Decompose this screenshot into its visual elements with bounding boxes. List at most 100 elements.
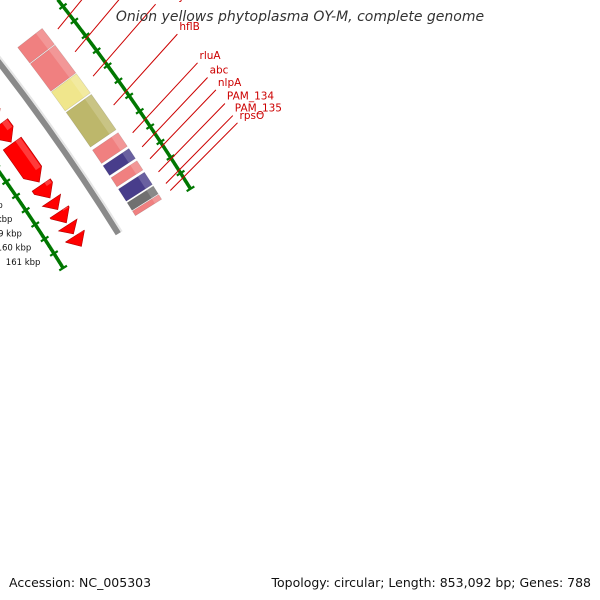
outer-tick bbox=[65, 10, 70, 15]
outer-tick bbox=[164, 149, 169, 154]
gene-label: rpsO bbox=[240, 110, 265, 122]
outer-tick bbox=[166, 152, 171, 157]
outer-tick bbox=[173, 163, 178, 168]
outer-tick bbox=[59, 2, 64, 7]
outer-tick bbox=[74, 22, 79, 26]
outer-tick bbox=[68, 14, 74, 19]
inner-tick bbox=[34, 224, 39, 228]
gene-band[interactable] bbox=[132, 194, 163, 217]
inner-tick bbox=[49, 250, 59, 257]
inner-tick bbox=[18, 201, 23, 205]
gene-leader-line bbox=[169, 122, 238, 191]
outer-tick bbox=[170, 158, 175, 163]
inner-tick bbox=[41, 235, 46, 240]
inner-tick bbox=[8, 185, 13, 190]
inner-tick bbox=[1, 175, 6, 180]
outer-tick bbox=[107, 66, 112, 71]
kbp-label: 158 kbp bbox=[0, 215, 12, 225]
outer-tick bbox=[113, 74, 118, 79]
gene-band-shade bbox=[84, 94, 117, 135]
outer-tick bbox=[112, 72, 117, 77]
inner-tick bbox=[40, 234, 45, 238]
gene-label: nlpA bbox=[218, 77, 242, 89]
outer-tick bbox=[179, 172, 184, 177]
inner-tick bbox=[57, 260, 62, 265]
gene-band[interactable] bbox=[110, 160, 144, 188]
inner-tick bbox=[30, 218, 35, 223]
outer-tick bbox=[58, 2, 68, 10]
gene-band-shade bbox=[69, 73, 91, 98]
gene-band[interactable] bbox=[17, 28, 55, 64]
kbp-label: 161 kbp bbox=[6, 258, 41, 268]
inner-tick bbox=[17, 199, 22, 204]
outer-tick bbox=[167, 154, 172, 158]
inner-tick bbox=[47, 244, 52, 249]
inner-tick bbox=[59, 263, 64, 267]
gene-band[interactable] bbox=[126, 185, 159, 211]
inner-tick bbox=[25, 211, 30, 215]
outer-tick bbox=[161, 144, 166, 149]
outer-tick bbox=[92, 45, 97, 50]
outer-tick bbox=[81, 30, 86, 35]
orf-arrow bbox=[65, 229, 85, 247]
outer-tick bbox=[99, 54, 104, 59]
gene-leader-line bbox=[149, 89, 217, 160]
outer-tick bbox=[114, 77, 123, 85]
outer-tick bbox=[135, 107, 145, 115]
outer-tick bbox=[145, 123, 155, 130]
kbp-labels: 150 kbp151 kbp152 kbp153 kbp154 kbp155 k… bbox=[0, 201, 41, 268]
gene-band[interactable] bbox=[29, 44, 77, 92]
outer-tick bbox=[185, 182, 190, 186]
inner-tick bbox=[31, 219, 36, 224]
inner-tick bbox=[58, 261, 63, 266]
outer-tick bbox=[139, 112, 144, 117]
inner-tick bbox=[46, 242, 51, 247]
inner-tick bbox=[26, 212, 31, 217]
kbp-label: 160 kbp bbox=[0, 244, 31, 254]
inner-tick bbox=[22, 206, 27, 211]
genome-backbone bbox=[0, 55, 123, 236]
inner-tick bbox=[0, 171, 3, 175]
gene-band[interactable] bbox=[50, 73, 91, 112]
gene-band[interactable] bbox=[102, 148, 136, 176]
gene-leader-line bbox=[165, 115, 234, 184]
inner-tick bbox=[21, 205, 26, 210]
inner-tick bbox=[38, 231, 43, 236]
gene-band[interactable] bbox=[65, 93, 117, 148]
gene-band-shade bbox=[122, 148, 136, 163]
outer-tick bbox=[143, 118, 149, 123]
gene-band-shade bbox=[48, 45, 76, 78]
gene-label: abc bbox=[210, 64, 229, 76]
outer-tick bbox=[64, 8, 69, 13]
outer-tick bbox=[134, 104, 139, 109]
outer-tick bbox=[133, 103, 138, 107]
inner-tick bbox=[0, 174, 5, 179]
outer-tick bbox=[115, 77, 120, 82]
outer-tick bbox=[183, 179, 188, 183]
outer-tick bbox=[130, 98, 135, 103]
outer-tick bbox=[70, 16, 75, 21]
orf-arrow bbox=[49, 205, 70, 224]
inner-tick bbox=[27, 214, 32, 218]
outer-tick bbox=[182, 177, 187, 182]
outer-tick bbox=[73, 20, 78, 25]
gene-leader-line bbox=[141, 77, 208, 148]
inner-tick bbox=[40, 235, 50, 243]
outer-tick bbox=[177, 169, 182, 174]
inner-tick bbox=[12, 191, 17, 196]
inner-tick bbox=[58, 264, 68, 272]
gene-leader-line bbox=[132, 62, 198, 134]
outer-tick bbox=[93, 47, 98, 52]
outer-tick bbox=[97, 53, 103, 58]
outer-tick bbox=[89, 41, 94, 46]
gene-label: rluA bbox=[200, 50, 222, 62]
kbp-label: 157 kbp bbox=[0, 201, 3, 211]
gene-band[interactable] bbox=[117, 171, 153, 202]
outer-tick bbox=[71, 17, 76, 22]
backbone-highlight bbox=[0, 55, 123, 233]
outer-tick bbox=[138, 110, 143, 115]
outer-tick bbox=[92, 47, 101, 55]
gene-band[interactable] bbox=[92, 132, 128, 164]
inner-tick bbox=[15, 196, 21, 201]
outer-tick bbox=[186, 183, 191, 188]
